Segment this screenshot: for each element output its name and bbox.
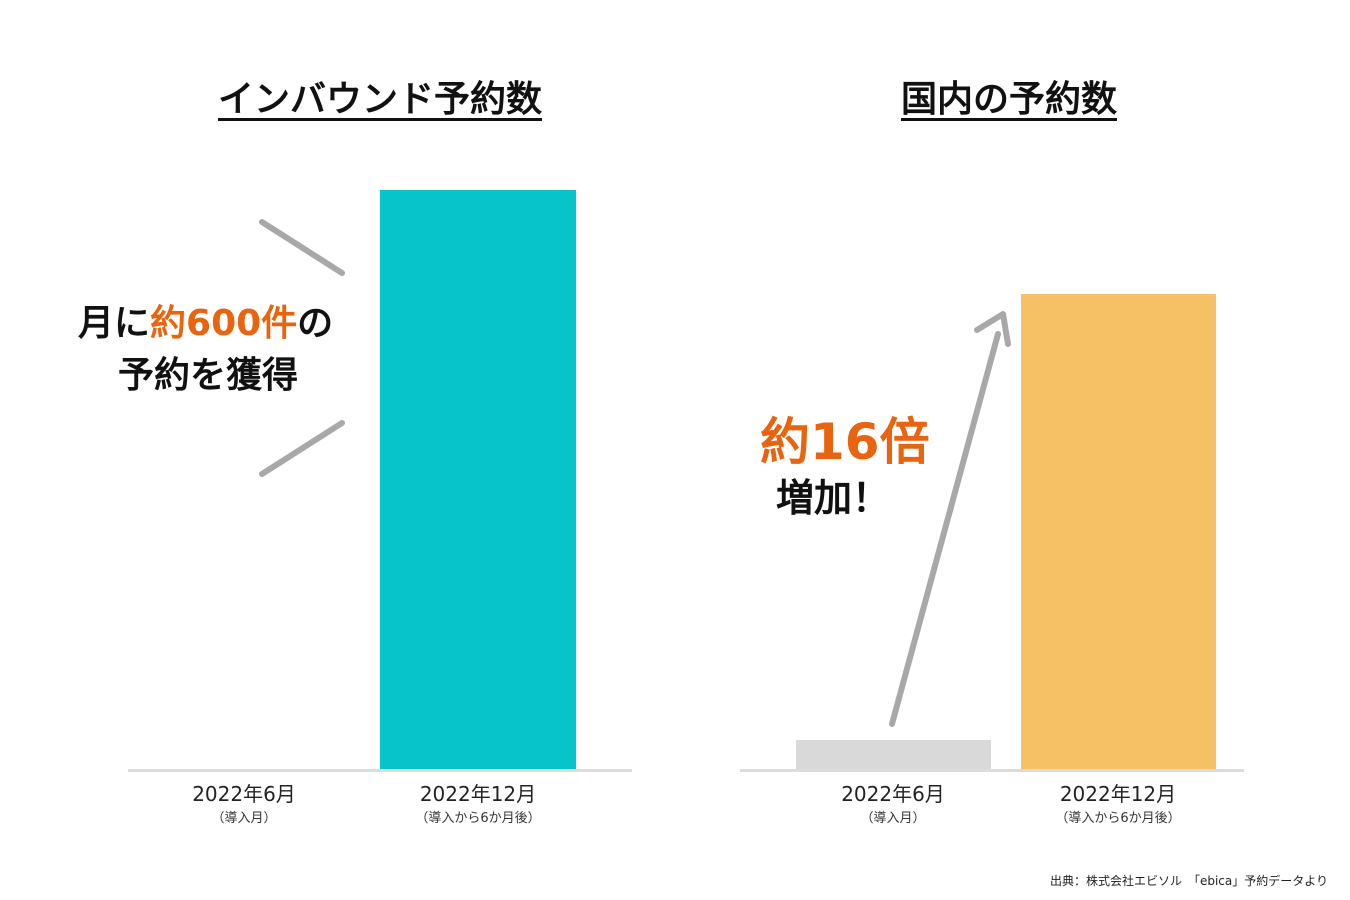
bar-domestic-jun: [796, 740, 991, 770]
chart-title-domestic: 国内の予約数: [900, 79, 1118, 120]
baseline-left: [128, 769, 632, 772]
category-date: 2022年6月: [841, 782, 945, 806]
category-note: （導入月）: [860, 811, 926, 826]
category-note: （導入月）: [211, 811, 277, 826]
category-note: （導入から6か月後）: [1055, 811, 1181, 826]
category-date: 2022年6月: [192, 782, 296, 806]
callout-highlight: 約16倍: [760, 413, 930, 471]
category-date: 2022年12月: [419, 782, 537, 806]
category-date: 2022年12月: [1059, 782, 1177, 806]
callout-text: 月に: [78, 303, 151, 344]
callout-growth: 約16倍 増加！: [760, 410, 930, 522]
callout-text-line2: 増加！: [776, 476, 891, 520]
source-note: 出典：株式会社エビソル 「ebica」予約データより: [1049, 874, 1328, 888]
category-label-right-dec: 2022年12月 （導入から6か月後）: [988, 782, 1248, 828]
category-note: （導入から6か月後）: [415, 811, 541, 826]
callout-text: の: [297, 303, 334, 344]
category-label-left-jun: 2022年6月 （導入月）: [114, 782, 374, 828]
callout-text-line2: 予約を獲得: [118, 355, 299, 396]
emphasis-line-top: [259, 219, 345, 276]
category-label-left-dec: 2022年12月 （導入から6か月後）: [348, 782, 608, 828]
growth-arrow-head: [974, 311, 1011, 347]
callout-highlight: 約600件: [150, 303, 298, 344]
bar-inbound-dec: [380, 190, 576, 770]
callout-monthly-bookings: 月に約600件の 予約を獲得: [78, 298, 333, 402]
category-label-right-jun: 2022年6月 （導入月）: [763, 782, 1023, 828]
bar-domestic-dec: [1021, 294, 1216, 770]
emphasis-line-bottom: [259, 420, 345, 477]
growth-arrow-shaft: [889, 331, 1001, 727]
chart-title-inbound: インバウンド予約数: [217, 79, 543, 120]
baseline-right: [740, 769, 1244, 772]
